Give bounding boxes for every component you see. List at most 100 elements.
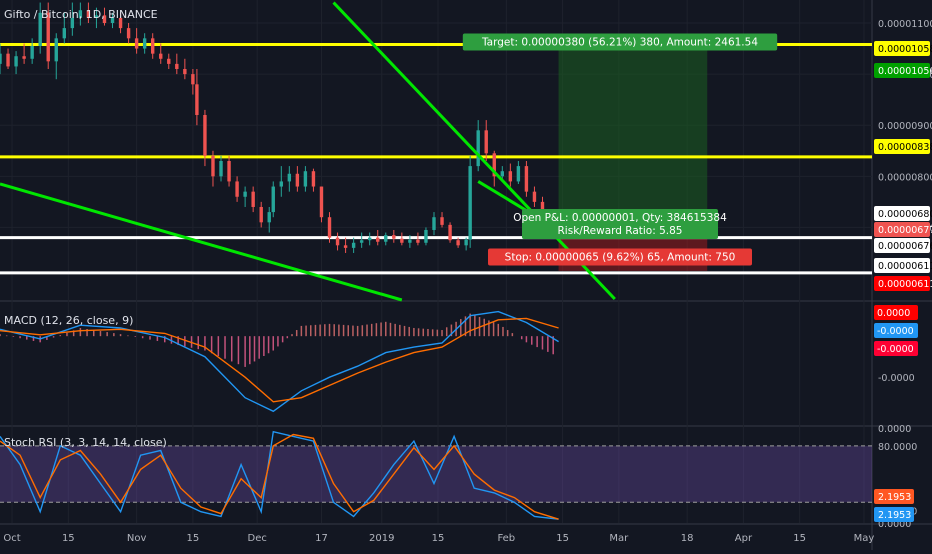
price-axis-label-bg: [874, 206, 930, 221]
stop-badge-bg: [488, 248, 752, 266]
candle-body: [311, 171, 316, 187]
candle: [70, 2, 75, 36]
macd-axis-label-bg: [874, 305, 918, 320]
candle: [359, 232, 364, 248]
candle: [211, 150, 215, 187]
candle-body: [424, 229, 428, 243]
stoch-axis-label-text: 2.1953: [878, 510, 911, 521]
price-tick-label: 0.00000900: [878, 121, 932, 132]
time-axis-label: 2019: [369, 533, 394, 544]
pnl-badge: Open P&L: 0.00000001, Qty: 384615384Risk…: [513, 209, 727, 239]
candle-body: [384, 235, 388, 242]
candle: [203, 109, 207, 167]
stoch-title: Stoch RSI (3, 3, 14, 14, close): [4, 436, 167, 449]
candle-body: [319, 186, 324, 218]
candle-body: [367, 237, 372, 241]
candle: [118, 12, 123, 34]
candle: [343, 237, 348, 253]
candle: [464, 237, 468, 251]
macd-title: MACD (12, 26, close, 9): [4, 314, 134, 327]
candle: [484, 120, 488, 161]
candle: [183, 58, 187, 80]
candle: [62, 12, 66, 44]
stoch-tick-label: 80.0000: [878, 442, 917, 453]
stoch-tick-label: 0.0000: [878, 519, 911, 530]
candle-body: [287, 173, 292, 182]
time-axis-label: Nov: [127, 533, 147, 544]
candle: [440, 212, 444, 228]
stoch-axis-label-bg: [874, 507, 914, 522]
candle-body: [468, 166, 472, 240]
candle-body: [327, 217, 332, 238]
stoch-series-line: [0, 433, 559, 520]
candle: [351, 237, 356, 253]
candle-body: [456, 240, 460, 246]
candle: [392, 229, 396, 243]
pnl-badge-text: Open P&L: 0.00000001, Qty: 384615384: [513, 212, 727, 224]
price-axis-label: 0.00000677: [874, 222, 932, 237]
candle-body: [243, 191, 247, 197]
candle: [126, 22, 131, 44]
candle-body: [416, 239, 420, 243]
candle: [267, 206, 271, 233]
candle: [384, 232, 388, 246]
price-axis-label-bg: [874, 222, 930, 237]
candle: [235, 176, 239, 202]
candle: [532, 186, 537, 207]
candle: [432, 212, 436, 236]
candle-body: [86, 10, 91, 18]
candle-body: [70, 17, 75, 29]
candle: [30, 38, 34, 64]
candle-body: [271, 186, 275, 213]
stoch-axis-label: 2.1953: [874, 507, 914, 522]
stop-badge: Stop: 0.00000065 (9.62%) 65, Amount: 750: [488, 248, 752, 266]
candle: [134, 28, 139, 54]
candle: [287, 166, 292, 192]
candle-body: [492, 153, 496, 177]
macd-axis-label-bg: [874, 341, 918, 356]
candle-body: [30, 45, 34, 59]
candle-body: [532, 191, 537, 202]
candle: [319, 186, 324, 223]
candle: [159, 43, 163, 64]
candle-body: [38, 12, 42, 46]
price-axis-label-text: 0.00000838: [878, 142, 932, 153]
time-axis-label: 15: [187, 533, 200, 544]
candle-body: [167, 58, 171, 64]
macd-axis-label: -0.0000: [874, 323, 918, 338]
candle-body: [159, 53, 163, 59]
candle-body: [211, 155, 215, 177]
price-axis-label: 0.00000680: [874, 206, 932, 221]
pnl-badge-text: Risk/Reward Ratio: 5.85: [558, 225, 683, 237]
target-badge-text: Target: 0.00000380 (56.21%) 380, Amount:…: [481, 37, 758, 49]
candle-body: [464, 239, 468, 246]
candle-body: [376, 237, 380, 242]
candle-body: [524, 166, 529, 192]
candle-body: [448, 224, 452, 241]
candle: [22, 43, 26, 64]
stoch-axis-label-bg: [874, 489, 914, 504]
candle-body: [0, 53, 2, 64]
candle: [78, 2, 83, 26]
candle: [448, 222, 452, 243]
candle: [191, 68, 195, 95]
candle: [54, 33, 58, 80]
candle-body: [46, 12, 50, 62]
price-axis-label-bg: [874, 139, 930, 154]
time-axis-label: 15: [432, 533, 445, 544]
price-axis-label-bg: [874, 276, 930, 291]
candle: [0, 43, 2, 75]
price-axis-label-text: 0.00000677: [878, 225, 932, 236]
price-axis-label-text: 0.00000611: [878, 261, 932, 272]
target-badge: Target: 0.00000380 (56.21%) 380, Amount:…: [462, 33, 778, 51]
candle-body: [151, 38, 155, 54]
candle: [110, 12, 115, 29]
candle-body: [175, 63, 179, 69]
target-badge-bg: [462, 33, 778, 51]
candle: [14, 51, 18, 75]
macd-axis-label-text: 0.0000: [877, 308, 910, 319]
candle-body: [343, 245, 348, 248]
candle: [227, 155, 231, 187]
price-axis-label-text: 0.00001058: [878, 44, 932, 55]
